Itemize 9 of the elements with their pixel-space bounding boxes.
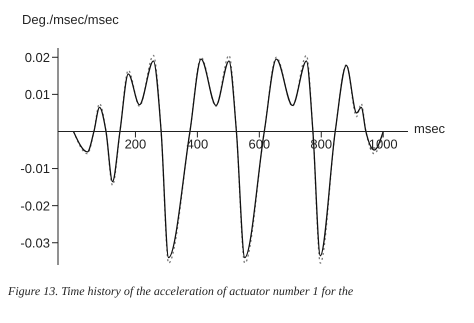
y-tick-label: -0.01 [20, 161, 50, 176]
x-tick-label: 200 [124, 136, 146, 152]
y-axis-title: Deg./msec/msec [22, 12, 119, 27]
y-tick-label: 0.01 [24, 86, 50, 102]
y-tick-label: -0.02 [20, 198, 50, 214]
y-tick-label: 0.02 [24, 50, 50, 65]
y-tick-label: -0.03 [20, 235, 50, 250]
x-axis-title: msec [414, 121, 446, 136]
caption: Figure 13. Time history of the acceleration of actuator number 1 for the [8, 284, 354, 299]
